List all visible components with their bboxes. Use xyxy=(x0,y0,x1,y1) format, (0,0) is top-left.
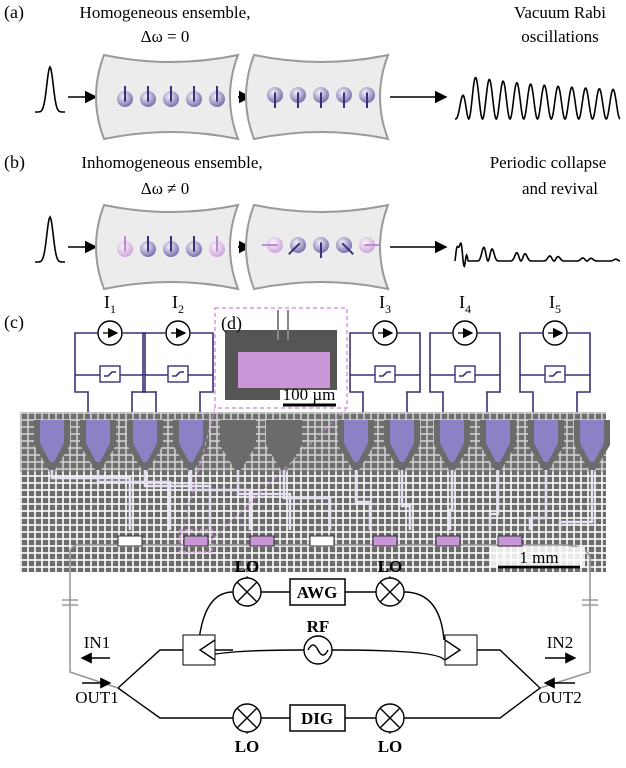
lo-label: LO xyxy=(378,737,403,756)
cavity-diagrams xyxy=(35,55,620,289)
current-source-label: I1 xyxy=(104,292,116,316)
result-label: oscillations xyxy=(521,27,598,46)
resonator xyxy=(436,536,460,546)
awg-label: AWG xyxy=(297,583,338,602)
circuit: AWG DIG RF LO LO LO LO IN1 OUT1 IN2 OUT2 xyxy=(62,557,598,756)
input-pulse xyxy=(35,67,65,112)
lo-label: LO xyxy=(235,737,260,756)
current-source-label: I5 xyxy=(549,292,561,316)
panel-label: (c) xyxy=(4,312,24,333)
resonator xyxy=(250,536,274,546)
result-label: Vacuum Rabi xyxy=(514,3,606,22)
rf-label: RF xyxy=(307,617,330,636)
resonator xyxy=(498,536,522,546)
signal-trace xyxy=(455,78,620,119)
port-label: IN2 xyxy=(547,633,573,652)
resonator xyxy=(310,536,334,546)
resonator xyxy=(373,536,397,546)
current-source-label: I2 xyxy=(172,292,184,316)
scale-bar-label: 1 mm xyxy=(519,548,558,567)
current-source-label: I3 xyxy=(379,292,391,316)
inset-resonator xyxy=(238,352,330,388)
port-label: OUT1 xyxy=(75,688,118,707)
port-label: OUT2 xyxy=(538,688,581,707)
signal-trace xyxy=(455,243,620,266)
panel-label: (a) xyxy=(4,2,24,23)
lo-label: LO xyxy=(235,557,260,576)
current-source-label: I4 xyxy=(459,292,471,316)
panel-title: Homogeneous ensemble, xyxy=(80,3,251,22)
result-label: and revival xyxy=(522,179,598,198)
panel-title: Inhomogeneous ensemble, xyxy=(81,153,262,172)
port-label: IN1 xyxy=(84,633,110,652)
panel-title: Δω = 0 xyxy=(141,27,190,46)
dig-label: DIG xyxy=(301,709,333,728)
result-label: Periodic collapse xyxy=(490,153,607,172)
figure: (a) Homogeneous ensemble, Δω = 0 Vacuum … xyxy=(0,0,626,768)
lo-label: LO xyxy=(378,557,403,576)
resonator xyxy=(118,536,142,546)
panel-title: Δω ≠ 0 xyxy=(141,179,189,198)
input-pulse xyxy=(35,217,65,262)
inset-label: (d) xyxy=(221,313,242,334)
inset-scale-label: 100 µm xyxy=(283,385,336,404)
resonator xyxy=(184,536,208,546)
panel-label: (b) xyxy=(4,152,25,173)
